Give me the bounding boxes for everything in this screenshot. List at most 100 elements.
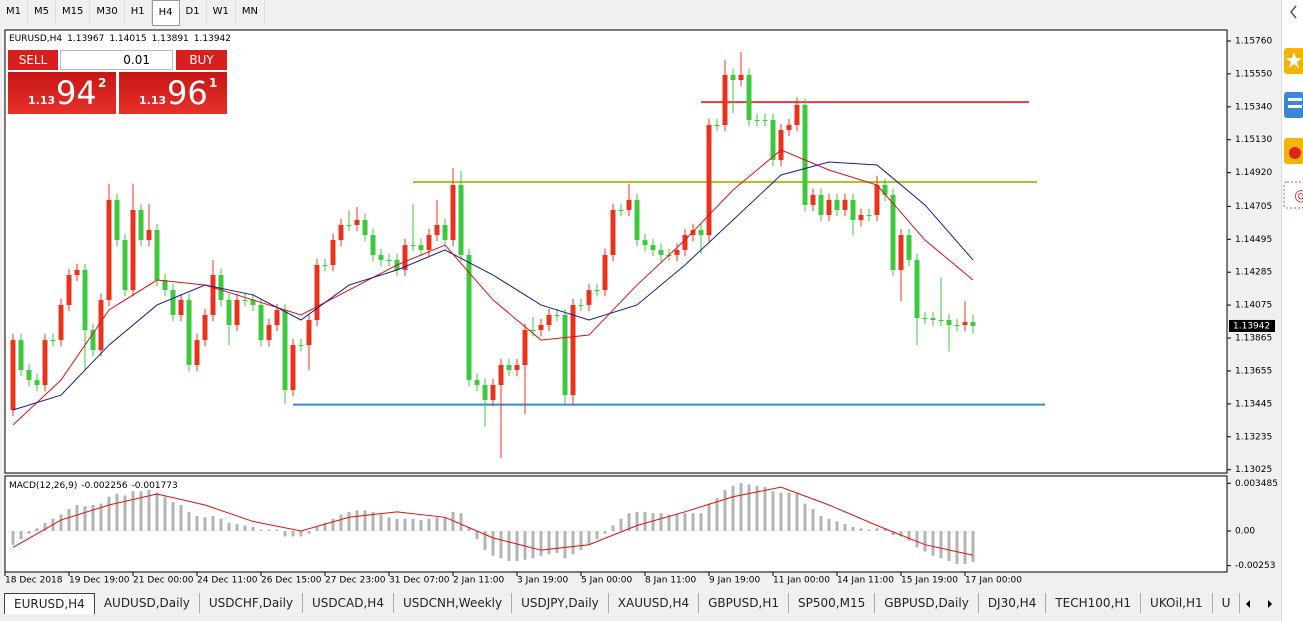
macd-bar [475,531,479,540]
timeframe-button[interactable]: H1 [125,0,152,24]
candle-body [490,385,496,400]
candle-body [186,299,192,365]
candle-body [594,290,600,292]
ask-prefix: 1.13 [139,94,167,107]
candle-body [970,322,976,326]
timeframe-button[interactable]: M30 [90,0,125,24]
scroll-right[interactable] [1268,600,1272,608]
x-tick-label: 2 Jan 11:00 [453,576,505,586]
chart-tab[interactable]: UKOil,H1 [1141,593,1213,613]
chart-tab[interactable]: USDCHF,Daily [200,593,304,613]
chart-tab[interactable]: EURUSD,H4 [4,593,95,614]
bid-quote[interactable]: 1.13 94 2 [8,72,116,114]
y-tick-label: 1.13655 [1235,366,1272,376]
macd-bar [203,517,207,531]
macd-bar [851,526,855,531]
macd-bar [923,531,927,552]
moving-average [12,149,974,426]
macd-bar [107,496,111,531]
macd-bar [363,510,367,531]
mail-icon[interactable] [1283,181,1303,209]
macd-bar [299,531,303,537]
macd-header: MACD(12,26,9) -0.002256 -0.001773 [9,481,178,491]
macd-bar [643,511,647,531]
timeframe-button[interactable]: D1 [180,0,207,24]
y-tick-label: 1.13235 [1235,432,1272,442]
candle-body [946,320,952,326]
candle-body [194,340,200,365]
scroll-left[interactable] [1246,600,1250,608]
macd-value: MACD(12,26,9) [9,481,77,491]
news-line [1288,98,1302,101]
candle-body [458,185,464,255]
tab-scroll[interactable] [1240,596,1280,612]
y-tick-label: 1.13445 [1235,399,1272,409]
macd-bar [563,531,567,559]
candle-body [170,290,176,315]
macd-bar [139,491,143,531]
macd-bar [739,483,743,531]
timeframe-button[interactable]: M15 [56,0,91,24]
timeframe-button[interactable]: W1 [207,0,236,24]
macd-bar [811,509,815,531]
candle-body [426,235,432,250]
timeframe-button[interactable]: M5 [28,0,56,24]
x-tick-label: 26 Dec 15:00 [261,576,322,586]
macd-bar [899,531,903,537]
macd-bar [19,531,23,540]
candle-body [306,320,312,346]
x-tick-label: 5 Jan 00:00 [581,576,633,586]
candle-body [570,304,576,396]
chart-tab[interactable]: XAUUSD,H4 [609,593,700,613]
sell-button[interactable]: SELL [8,50,58,70]
chart-tab[interactable]: USDCAD,H4 [303,593,394,613]
macd-bar [499,531,503,559]
lot-input[interactable]: 0.01 [60,50,173,70]
collapse-icon[interactable] [1290,5,1297,19]
timeframe-button[interactable]: MN [236,0,265,24]
macd-bar [803,503,807,531]
x-tick-label: 27 Dec 23:00 [325,576,386,586]
macd-bar [443,517,447,531]
macd-bar [371,511,375,531]
chart-tab[interactable]: GBPUSD,H1 [699,593,790,613]
panel-frame [4,475,1228,573]
macd-bar [283,531,287,537]
candle-body [370,235,376,255]
macd-bar [595,531,599,540]
candle-body [138,209,144,241]
macd-bar [819,515,823,531]
macd-bar [691,513,695,531]
macd-bar [683,513,687,531]
candle-body [98,299,104,350]
chart-tab[interactable]: AUDUSD,Daily [95,593,200,613]
candle-body [698,230,704,236]
candle-body [914,259,920,318]
macd-bar [179,504,183,531]
news-line [1288,105,1302,108]
candle-body [538,325,544,331]
chart-tab[interactable]: SP500,M15 [789,593,876,613]
candle-body [66,275,72,305]
chart-tab[interactable]: USDJPY,Daily [512,593,609,613]
macd-bar [171,502,175,531]
macd-bar [395,518,399,531]
macd-bar [211,515,215,531]
weibo-mark [1289,147,1301,159]
ask-quote[interactable]: 1.13 96 1 [119,72,227,114]
candle-body [226,299,232,326]
macd-bar [435,517,439,531]
macd-bar [235,524,239,531]
macd-bar [411,518,415,531]
chart-tab[interactable]: USDCNH,Weekly [394,593,513,613]
chart-tab[interactable]: GBPUSD,Daily [875,593,979,613]
chart-tab[interactable]: U [1213,593,1241,613]
timeframe-button[interactable]: H4 [151,0,180,26]
macd-bar [291,531,295,537]
chart-tab[interactable]: DJ30,H4 [979,593,1047,613]
timeframe-button[interactable]: M1 [0,0,28,24]
chart-tab[interactable]: TECH100,H1 [1046,593,1142,613]
buy-button[interactable]: BUY [176,50,227,70]
candle-body [810,194,816,205]
x-tick-label: 31 Dec 07:00 [389,576,450,586]
